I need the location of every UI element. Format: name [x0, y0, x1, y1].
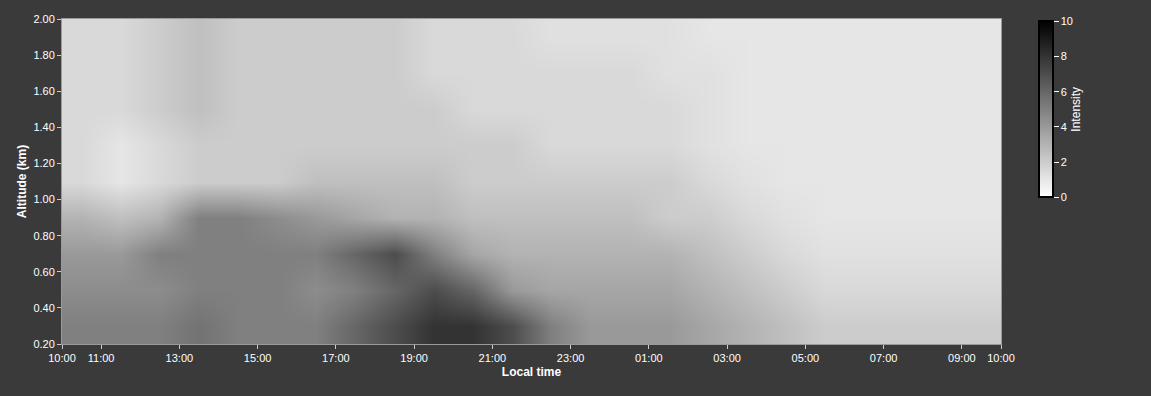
svg-text:0.20: 0.20 — [33, 338, 54, 350]
svg-text:4: 4 — [1061, 121, 1067, 133]
svg-text:0.80: 0.80 — [33, 230, 54, 242]
svg-text:09:00: 09:00 — [948, 352, 976, 364]
svg-text:23:00: 23:00 — [557, 352, 585, 364]
svg-text:10:00: 10:00 — [48, 352, 76, 364]
svg-text:1.80: 1.80 — [33, 49, 54, 61]
svg-text:07:00: 07:00 — [870, 352, 898, 364]
svg-text:11:00: 11:00 — [88, 352, 115, 364]
svg-text:2.00: 2.00 — [33, 13, 54, 25]
svg-text:6: 6 — [1061, 86, 1067, 98]
svg-text:13:00: 13:00 — [166, 352, 194, 364]
svg-text:1.60: 1.60 — [33, 85, 54, 97]
svg-text:05:00: 05:00 — [792, 352, 820, 364]
svg-text:21:00: 21:00 — [479, 352, 507, 364]
svg-text:10:00: 10:00 — [987, 352, 1015, 364]
svg-text:2: 2 — [1061, 156, 1067, 168]
svg-text:01:00: 01:00 — [635, 352, 663, 364]
svg-text:10: 10 — [1061, 15, 1073, 27]
svg-text:0.60: 0.60 — [33, 266, 54, 278]
svg-text:Altitude (km): Altitude (km) — [15, 145, 29, 218]
svg-text:1.40: 1.40 — [33, 121, 54, 133]
svg-text:8: 8 — [1061, 50, 1067, 62]
svg-text:03:00: 03:00 — [713, 352, 741, 364]
svg-text:17:00: 17:00 — [322, 352, 350, 364]
svg-text:0: 0 — [1061, 191, 1067, 203]
svg-text:1.00: 1.00 — [33, 193, 54, 205]
svg-text:19:00: 19:00 — [400, 352, 428, 364]
svg-text:Intensity: Intensity — [1069, 87, 1083, 132]
svg-text:1.20: 1.20 — [33, 157, 54, 169]
svg-text:Local time: Local time — [502, 365, 562, 379]
svg-text:0.40: 0.40 — [33, 302, 54, 314]
svg-text:15:00: 15:00 — [244, 352, 272, 364]
